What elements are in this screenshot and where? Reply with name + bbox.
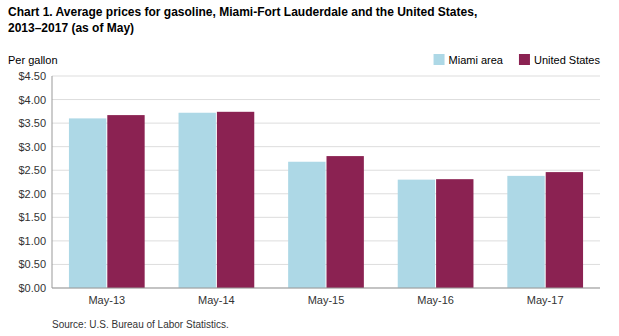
bar xyxy=(327,156,364,288)
x-tick-label: May-16 xyxy=(417,294,454,306)
bar xyxy=(507,176,544,288)
y-tick-label: $1.00 xyxy=(18,235,46,247)
y-tick-label: $2.50 xyxy=(18,164,46,176)
bar xyxy=(217,112,254,288)
x-axis-line xyxy=(52,288,600,289)
grid xyxy=(52,76,600,288)
source-note: Source: U.S. Bureau of Labor Statistics. xyxy=(52,319,229,330)
y-tick-label: $3.00 xyxy=(18,141,46,153)
bar xyxy=(436,179,473,288)
x-tick-label: May-13 xyxy=(88,294,125,306)
legend-swatch xyxy=(519,54,530,65)
y-axis-line xyxy=(52,76,53,288)
bars xyxy=(69,112,583,288)
grid-line xyxy=(52,76,600,77)
bar xyxy=(69,118,106,288)
legend-swatch xyxy=(434,54,445,65)
y-tick-label: $3.50 xyxy=(18,117,46,129)
title: Chart 1. Average prices for gasoline, Mi… xyxy=(8,5,477,19)
chart: Chart 1. Average prices for gasoline, Mi… xyxy=(0,0,619,336)
subtitle: 2013–2017 (as of May) xyxy=(8,21,134,35)
x-tick-label: May-15 xyxy=(308,294,345,306)
grid-line xyxy=(52,99,600,100)
y-tick-label: $2.00 xyxy=(18,188,46,200)
bar xyxy=(546,172,583,288)
legend-label: United States xyxy=(534,54,601,66)
grid-line xyxy=(52,288,600,289)
bar xyxy=(398,180,435,288)
y-axis-label: Per gallon xyxy=(8,54,58,66)
bar xyxy=(288,162,325,288)
x-tick-label: May-14 xyxy=(198,294,235,306)
x-tick-label: May-17 xyxy=(527,294,564,306)
legend-label: Miami area xyxy=(449,54,504,66)
y-tick-label: $0.00 xyxy=(18,282,46,294)
y-tick-label: $1.50 xyxy=(18,211,46,223)
bar xyxy=(107,115,144,288)
legend: Miami area United States xyxy=(434,54,601,66)
y-tick-label: $4.50 xyxy=(18,70,46,82)
y-tick-label: $4.00 xyxy=(18,94,46,106)
y-tick-label: $0.50 xyxy=(18,258,46,270)
bar xyxy=(179,113,216,288)
